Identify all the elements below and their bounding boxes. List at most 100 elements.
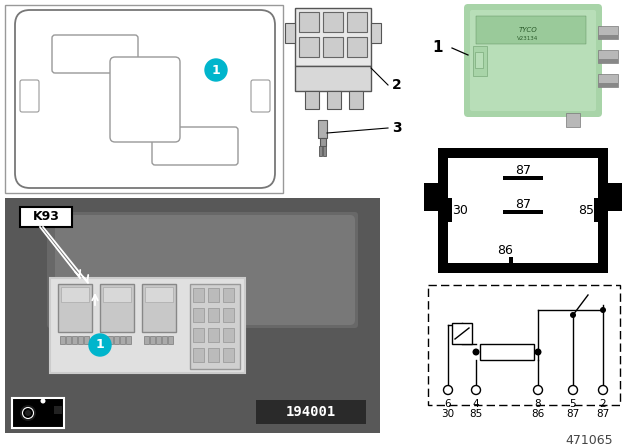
Bar	[5, 198, 380, 433]
Circle shape	[40, 399, 45, 404]
Bar	[452, 323, 472, 344]
Bar	[347, 12, 367, 32]
Bar	[295, 8, 371, 66]
Text: 6: 6	[445, 399, 451, 409]
Bar	[66, 336, 71, 344]
Circle shape	[25, 410, 31, 416]
Bar	[598, 50, 618, 63]
FancyBboxPatch shape	[55, 215, 355, 325]
Circle shape	[472, 349, 479, 356]
FancyBboxPatch shape	[470, 10, 596, 111]
Circle shape	[20, 405, 36, 421]
Bar	[428, 285, 620, 405]
Bar	[103, 287, 131, 302]
FancyBboxPatch shape	[464, 4, 602, 117]
Bar	[58, 284, 92, 332]
Bar	[78, 336, 83, 344]
Bar	[60, 336, 65, 344]
FancyBboxPatch shape	[251, 80, 270, 112]
Bar	[193, 288, 204, 302]
Text: 3: 3	[392, 121, 402, 135]
Bar	[327, 91, 341, 109]
Circle shape	[22, 408, 33, 418]
Bar	[566, 113, 580, 127]
FancyBboxPatch shape	[152, 127, 238, 165]
Text: 30: 30	[452, 203, 468, 216]
Bar	[349, 91, 363, 109]
Bar	[598, 74, 618, 87]
Bar	[208, 288, 219, 302]
Text: 471065: 471065	[565, 435, 613, 448]
Bar	[150, 336, 155, 344]
Text: 87: 87	[515, 198, 531, 211]
Circle shape	[598, 385, 607, 395]
Bar	[323, 37, 343, 57]
Bar	[84, 336, 89, 344]
Bar	[193, 348, 204, 362]
Bar	[305, 91, 319, 109]
Bar	[162, 336, 167, 344]
FancyBboxPatch shape	[52, 35, 138, 73]
Text: 86: 86	[497, 245, 513, 258]
Bar	[480, 344, 534, 360]
Text: V23134: V23134	[517, 35, 539, 40]
Circle shape	[568, 385, 577, 395]
Bar	[142, 284, 176, 332]
Bar	[295, 66, 371, 91]
Bar	[598, 59, 618, 63]
Text: 2: 2	[392, 78, 402, 92]
Bar	[594, 198, 598, 222]
Bar	[190, 284, 240, 369]
FancyBboxPatch shape	[47, 212, 358, 328]
Bar	[598, 26, 618, 39]
Bar	[208, 308, 219, 322]
Bar	[193, 308, 204, 322]
Bar	[503, 210, 543, 214]
Circle shape	[205, 59, 227, 81]
Bar	[168, 336, 173, 344]
Bar	[120, 336, 125, 344]
Bar	[323, 146, 326, 156]
Bar	[156, 336, 161, 344]
Bar	[473, 46, 487, 76]
Text: 87: 87	[566, 409, 580, 419]
Text: 1: 1	[95, 339, 104, 352]
Bar	[61, 287, 89, 302]
FancyBboxPatch shape	[110, 57, 180, 142]
Text: 87: 87	[596, 409, 610, 419]
Bar	[114, 336, 119, 344]
Bar	[438, 148, 608, 273]
Bar	[424, 183, 439, 211]
Bar	[598, 83, 618, 87]
Bar	[607, 183, 622, 211]
Circle shape	[534, 349, 541, 356]
Bar	[320, 138, 326, 146]
Text: 1: 1	[212, 64, 220, 77]
Circle shape	[600, 307, 606, 313]
Bar	[12, 398, 64, 428]
FancyBboxPatch shape	[15, 10, 275, 188]
Bar	[108, 336, 113, 344]
Bar	[100, 284, 134, 332]
FancyBboxPatch shape	[20, 80, 39, 112]
Bar	[102, 336, 107, 344]
Bar	[208, 348, 219, 362]
Text: 30: 30	[442, 409, 454, 419]
Circle shape	[570, 312, 576, 318]
Bar	[371, 23, 381, 43]
Bar	[145, 287, 173, 302]
Bar	[223, 308, 234, 322]
Bar	[50, 278, 245, 373]
Circle shape	[534, 385, 543, 395]
Text: TYCO: TYCO	[518, 27, 538, 33]
Bar	[448, 198, 452, 222]
Bar	[448, 158, 598, 263]
Bar	[5, 198, 380, 433]
Bar	[476, 16, 586, 44]
Circle shape	[89, 334, 111, 356]
Bar	[285, 23, 295, 43]
Bar	[72, 336, 77, 344]
Bar	[509, 257, 513, 271]
Bar	[319, 146, 322, 156]
Text: 1: 1	[433, 40, 443, 56]
